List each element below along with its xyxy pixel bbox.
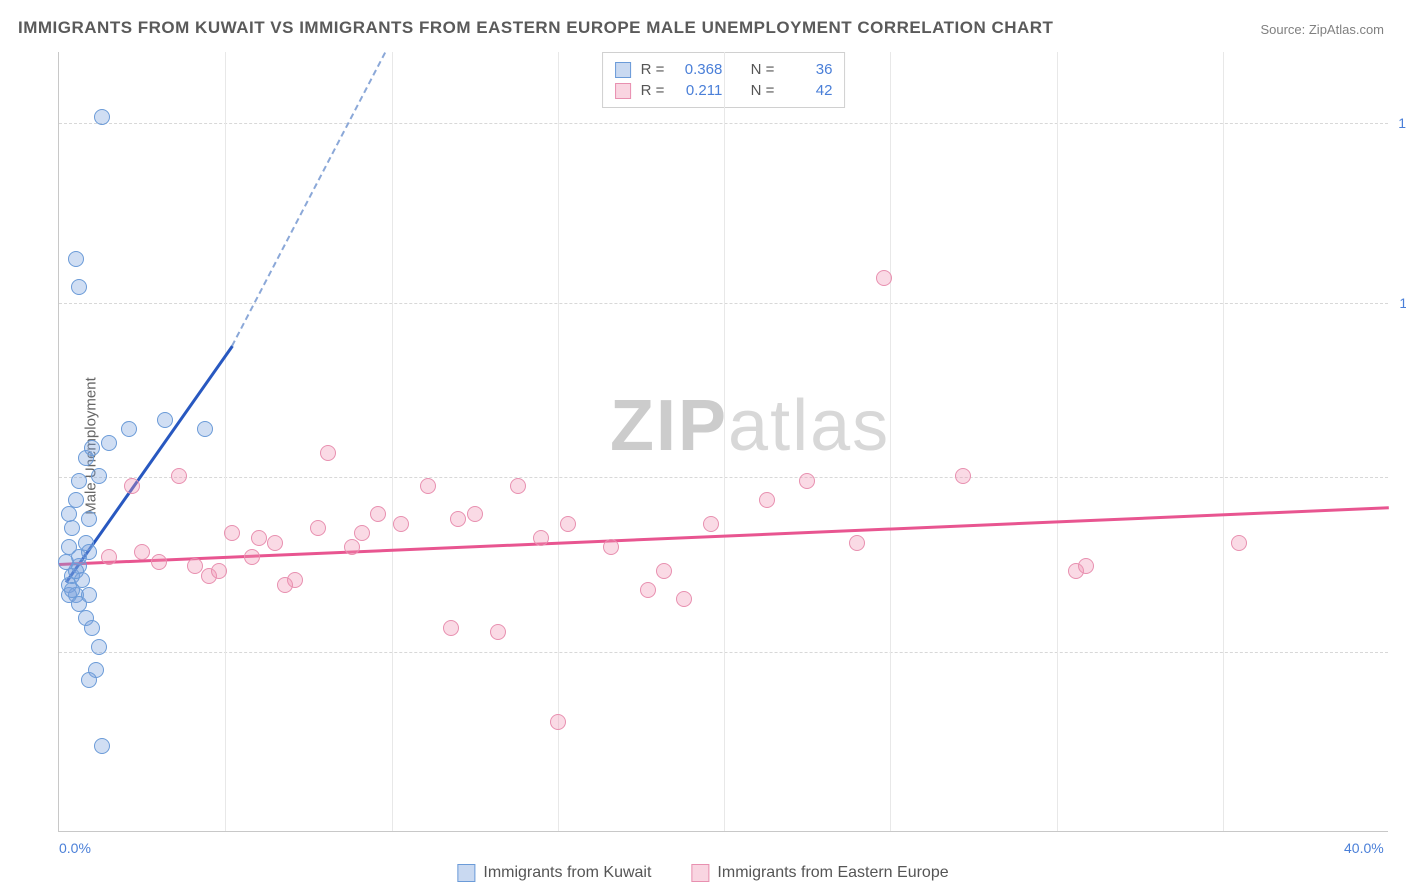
data-point xyxy=(84,620,100,636)
data-point xyxy=(676,591,692,607)
data-point xyxy=(81,672,97,688)
legend-item-eeurope: Immigrants from Eastern Europe xyxy=(691,864,948,882)
square-icon xyxy=(615,83,631,99)
y-tick-label: 7.5% xyxy=(1393,469,1406,485)
data-point xyxy=(68,251,84,267)
source-attribution: Source: ZipAtlas.com xyxy=(1260,22,1384,37)
data-point xyxy=(370,506,386,522)
data-point xyxy=(640,582,656,598)
plot-area: ZIPatlas R = 0.368 N = 36 R = 0.211 N = … xyxy=(58,52,1388,832)
data-point xyxy=(510,478,526,494)
data-point xyxy=(420,478,436,494)
r-value: 0.211 xyxy=(674,82,722,99)
n-label: N = xyxy=(751,61,775,78)
data-point xyxy=(81,544,97,560)
data-point xyxy=(84,440,100,456)
legend-item-kuwait: Immigrants from Kuwait xyxy=(457,864,651,882)
data-point xyxy=(955,468,971,484)
data-point xyxy=(849,535,865,551)
data-point xyxy=(94,738,110,754)
data-point xyxy=(354,525,370,541)
watermark-light: atlas xyxy=(728,386,890,466)
data-point xyxy=(71,279,87,295)
data-point xyxy=(94,109,110,125)
r-label: R = xyxy=(641,82,665,99)
data-point xyxy=(393,516,409,532)
data-point xyxy=(61,506,77,522)
chart-title: IMMIGRANTS FROM KUWAIT VS IMMIGRANTS FRO… xyxy=(18,18,1053,38)
data-point xyxy=(151,554,167,570)
data-point xyxy=(799,473,815,489)
y-tick-label: 15.0% xyxy=(1393,115,1406,131)
n-label: N = xyxy=(751,82,775,99)
gridline-v xyxy=(1223,52,1224,831)
square-icon xyxy=(615,62,631,78)
data-point xyxy=(656,563,672,579)
gridline-v xyxy=(1057,52,1058,831)
data-point xyxy=(876,270,892,286)
data-point xyxy=(121,421,137,437)
gridline-v xyxy=(392,52,393,831)
data-point xyxy=(81,511,97,527)
data-point xyxy=(68,563,84,579)
data-point xyxy=(91,468,107,484)
square-icon xyxy=(457,864,475,882)
data-point xyxy=(310,520,326,536)
data-point xyxy=(267,535,283,551)
r-label: R = xyxy=(641,61,665,78)
chart-container: IMMIGRANTS FROM KUWAIT VS IMMIGRANTS FRO… xyxy=(0,0,1406,892)
data-point xyxy=(533,530,549,546)
legend-label: Immigrants from Kuwait xyxy=(483,864,651,882)
y-tick-label: 11.2% xyxy=(1393,295,1406,311)
data-point xyxy=(197,421,213,437)
n-value: 36 xyxy=(784,61,832,78)
watermark: ZIPatlas xyxy=(610,385,890,467)
data-point xyxy=(124,478,140,494)
data-point xyxy=(1078,558,1094,574)
square-icon xyxy=(691,864,709,882)
data-point xyxy=(490,624,506,640)
data-point xyxy=(171,468,187,484)
data-point xyxy=(91,639,107,655)
x-tick-label: 40.0% xyxy=(1344,840,1384,856)
data-point xyxy=(603,539,619,555)
data-point xyxy=(450,511,466,527)
data-point xyxy=(759,492,775,508)
data-point xyxy=(244,549,260,565)
data-point xyxy=(277,577,293,593)
data-point xyxy=(443,620,459,636)
data-point xyxy=(1231,535,1247,551)
data-point xyxy=(550,714,566,730)
data-point xyxy=(157,412,173,428)
data-point xyxy=(81,587,97,603)
r-value: 0.368 xyxy=(674,61,722,78)
data-point xyxy=(703,516,719,532)
gridline-v xyxy=(890,52,891,831)
data-point xyxy=(251,530,267,546)
data-point xyxy=(467,506,483,522)
data-point xyxy=(560,516,576,532)
data-point xyxy=(320,445,336,461)
series-legend: Immigrants from Kuwait Immigrants from E… xyxy=(457,864,948,882)
legend-label: Immigrants from Eastern Europe xyxy=(717,864,948,882)
data-point xyxy=(134,544,150,560)
y-tick-label: 3.8% xyxy=(1393,644,1406,660)
x-tick-label: 0.0% xyxy=(59,840,91,856)
data-point xyxy=(64,520,80,536)
data-point xyxy=(71,473,87,489)
gridline-v xyxy=(225,52,226,831)
gridline-v xyxy=(724,52,725,831)
data-point xyxy=(101,435,117,451)
data-point xyxy=(101,549,117,565)
n-value: 42 xyxy=(784,82,832,99)
data-point xyxy=(224,525,240,541)
watermark-bold: ZIP xyxy=(610,386,728,466)
data-point xyxy=(344,539,360,555)
data-point xyxy=(211,563,227,579)
